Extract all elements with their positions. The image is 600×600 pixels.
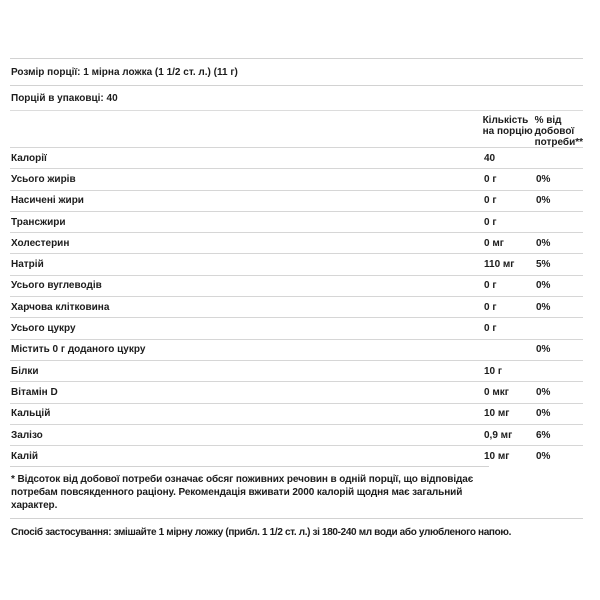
table-row: Вітамін D 0 мкг 0%: [10, 381, 583, 402]
nutrient-amount: 0 г: [484, 301, 497, 313]
table-row: Містить 0 г доданого цукру 0%: [10, 338, 583, 360]
servings-per-container-row: Порцій в упаковці: 40: [10, 85, 583, 110]
nutrient-amount: 0,9 мг: [484, 429, 513, 441]
table-row: Залізо 0,9 мг 6%: [10, 423, 583, 445]
table-row: Усього жирів 0 г 0%: [10, 168, 583, 189]
top-spacer: [10, 0, 583, 58]
nutrient-name: Усього вуглеводів: [11, 280, 102, 292]
nutrient-amount: 10 мг: [484, 450, 510, 462]
table-row: Насичені жири 0 г 0%: [10, 189, 583, 211]
table-row: Трансжири 0 г: [10, 210, 583, 232]
table-row: Харчова клітковина 0 г 0%: [10, 296, 583, 317]
daily-value-footnote: * Відсоток від добової потреби означає о…: [10, 466, 489, 518]
nutrient-name: Харчова клітковина: [11, 301, 110, 313]
nutrient-dv: 0%: [536, 450, 551, 462]
nutrient-dv: 0%: [536, 408, 551, 420]
dv-column-header: % від добової потреби**: [534, 115, 584, 148]
nutrient-amount: 0 г: [484, 216, 497, 228]
nutrient-amount: 0 г: [484, 173, 497, 185]
nutrient-amount: 40: [484, 152, 496, 164]
nutrient-dv: 0%: [536, 386, 551, 398]
nutrient-amount: 0 г: [484, 195, 497, 207]
nutrient-dv: 0%: [536, 344, 551, 356]
amount-column-header: Кількість на порцію: [482, 115, 533, 137]
nutrient-name: Залізо: [11, 429, 43, 441]
table-row: Усього вуглеводів 0 г 0%: [10, 274, 583, 296]
nutrient-dv: 6%: [536, 429, 551, 441]
table-row: Калорії 40: [10, 147, 583, 168]
nutrient-column-header: [10, 115, 483, 147]
nutrient-name: Насичені жири: [11, 195, 84, 207]
nutrient-name: Холестерин: [11, 237, 70, 249]
nutrient-dv: 0%: [536, 195, 551, 207]
nutrient-name: Калорії: [11, 152, 47, 164]
table-row: Холестерин 0 мг 0%: [10, 232, 583, 253]
table-row: Білки 10 г: [10, 359, 583, 381]
nutrient-name: Усього цукру: [11, 323, 76, 335]
nutrient-amount: 10 г: [484, 365, 503, 377]
nutrient-name: Усього жирів: [11, 173, 76, 185]
nutrient-name: Кальцій: [11, 408, 51, 420]
table-row: Калій 10 мг 0%: [10, 445, 583, 466]
table-row: Натрій 110 мг 5%: [10, 253, 583, 274]
servings-per-container-text: Порцій в упаковці: 40: [11, 92, 118, 104]
nutrient-amount: 0 мг: [484, 237, 504, 249]
nutrient-amount: 0 г: [484, 323, 497, 335]
nutrient-name: Містить 0 г доданого цукру: [11, 344, 146, 356]
nutrient-name: Калій: [11, 450, 39, 462]
table-row: Усього цукру 0 г: [10, 317, 583, 338]
directions-text: Спосіб застосування: змішайте 1 мірну ло…: [10, 518, 583, 538]
nutrient-dv: 0%: [536, 173, 551, 185]
nutrient-name: Трансжири: [11, 216, 66, 228]
nutrient-amount: 10 мг: [484, 408, 510, 420]
nutrient-rows: Калорії 40 Усього жирів 0 г 0% Насичені …: [10, 147, 583, 466]
nutrient-dv: 0%: [536, 280, 551, 292]
nutrient-name: Білки: [11, 365, 39, 377]
nutrient-dv: 5%: [536, 259, 551, 271]
nutrient-amount: 0 мкг: [484, 386, 509, 398]
nutrient-name: Вітамін D: [11, 386, 58, 398]
nutrient-dv: 0%: [536, 237, 551, 249]
table-header-row: Кількість на порцію % від добової потреб…: [10, 110, 584, 148]
nutrient-dv: 0%: [536, 301, 551, 313]
nutrient-name: Натрій: [11, 259, 44, 271]
table-row: Кальцій 10 мг 0%: [10, 402, 583, 424]
serving-size-text: Розмір порції: 1 мірна ложка (1 1/2 ст. …: [11, 66, 238, 78]
nutrient-amount: 0 г: [484, 280, 497, 292]
nutrient-amount: 110 мг: [484, 259, 515, 271]
nutrition-facts-panel: Розмір порції: 1 мірна ложка (1 1/2 ст. …: [10, 0, 583, 538]
serving-size-row: Розмір порції: 1 мірна ложка (1 1/2 ст. …: [10, 58, 583, 85]
